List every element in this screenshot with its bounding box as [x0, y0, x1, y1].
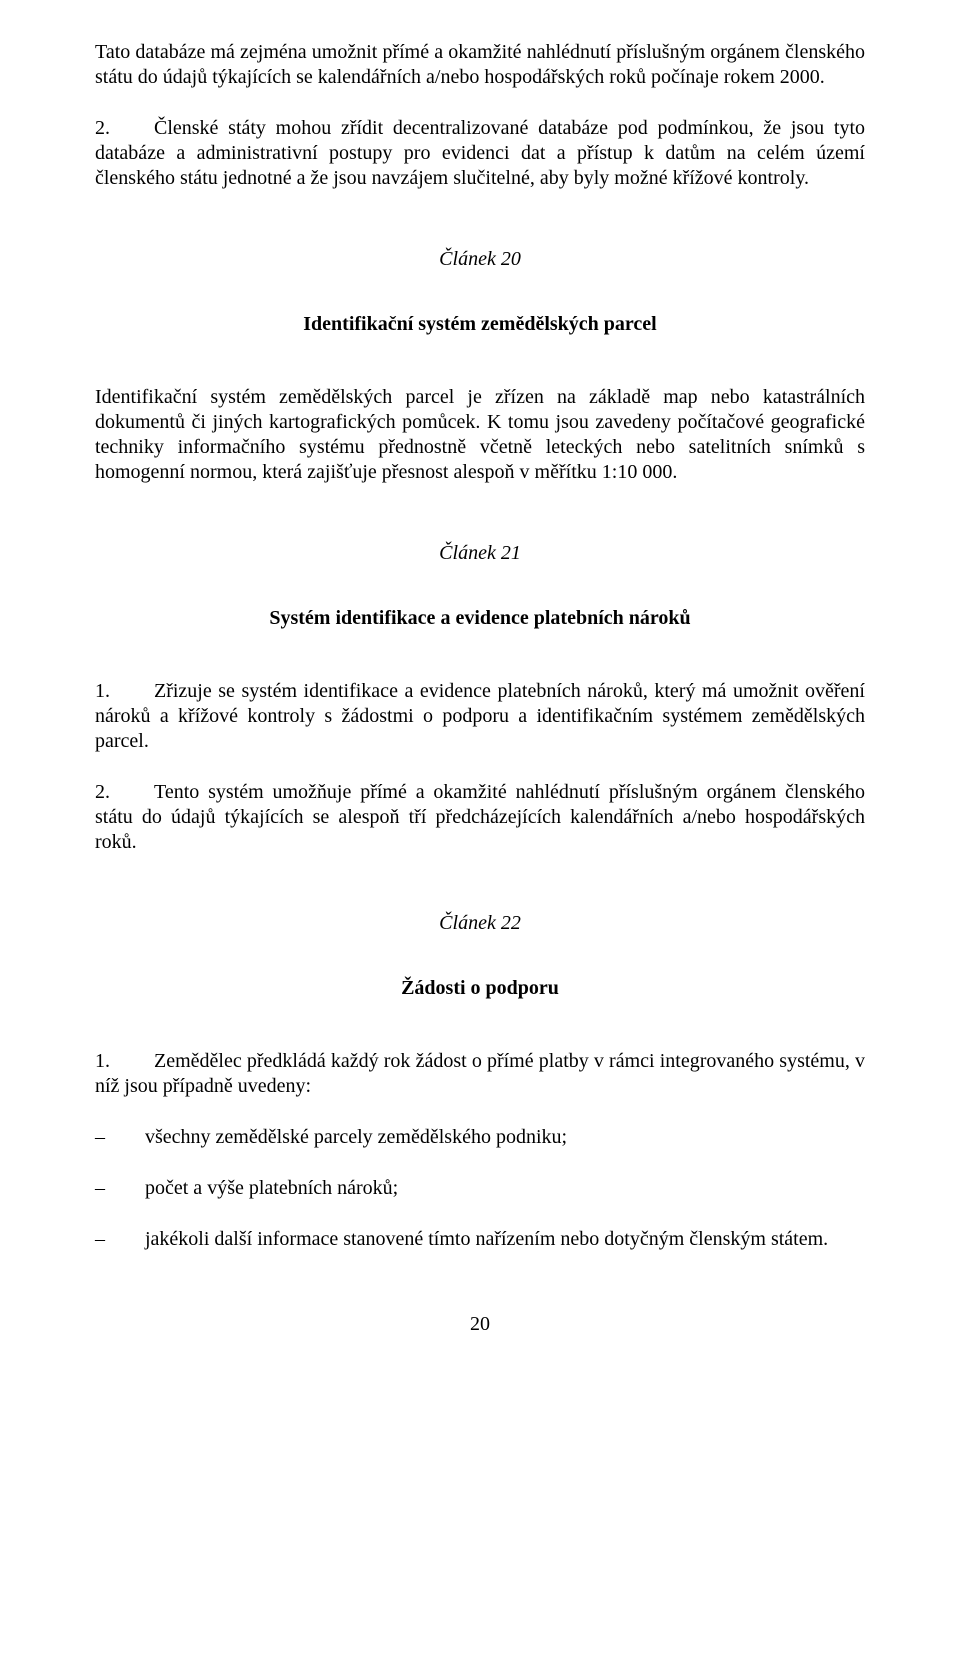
- list-item: – jakékoli další informace stanovené tím…: [95, 1227, 865, 1252]
- article-20-body: Identifikační systém zemědělských parcel…: [95, 385, 865, 485]
- article-22-title: Žádosti o podporu: [95, 976, 865, 1001]
- article-21-p2-number: 2.: [95, 781, 110, 803]
- article-21-p1-number: 1.: [95, 680, 110, 702]
- article-21-title: Systém identifikace a evidence platebníc…: [95, 606, 865, 631]
- page-number: 20: [95, 1312, 865, 1337]
- article-20-title: Identifikační systém zemědělských parcel: [95, 312, 865, 337]
- article-21-p1-text: Zřizuje se systém identifikace a evidenc…: [95, 680, 865, 752]
- article-20-label: Článek 20: [95, 247, 865, 272]
- intro-p2-number: 2.: [95, 117, 110, 139]
- article-21-p1: 1.Zřizuje se systém identifikace a evide…: [95, 679, 865, 754]
- intro-paragraph-2: 2.Členské státy mohou zřídit decentraliz…: [95, 116, 865, 191]
- article-21-p2: 2.Tento systém umožňuje přímé a okamžité…: [95, 780, 865, 855]
- list-item-text: jakékoli další informace stanovené tímto…: [145, 1227, 865, 1252]
- article-22-p1: 1.Zemědělec předkládá každý rok žádost o…: [95, 1049, 865, 1099]
- intro-paragraph-1: Tato databáze má zejména umožnit přímé a…: [95, 40, 865, 90]
- article-22-p1-text: Zemědělec předkládá každý rok žádost o p…: [95, 1050, 865, 1097]
- article-22-label: Článek 22: [95, 911, 865, 936]
- dash-icon: –: [95, 1227, 145, 1252]
- article-21-p2-text: Tento systém umožňuje přímé a okamžité n…: [95, 781, 865, 853]
- list-item-text: všechny zemědělské parcely zemědělského …: [145, 1125, 865, 1150]
- list-item: – všechny zemědělské parcely zemědělskéh…: [95, 1125, 865, 1150]
- list-item-text: počet a výše platebních nároků;: [145, 1176, 865, 1201]
- article-21-label: Článek 21: [95, 541, 865, 566]
- intro-p2-text: Členské státy mohou zřídit decentralizov…: [95, 117, 865, 189]
- article-22-p1-number: 1.: [95, 1050, 110, 1072]
- list-item: – počet a výše platebních nároků;: [95, 1176, 865, 1201]
- dash-icon: –: [95, 1125, 145, 1150]
- dash-icon: –: [95, 1176, 145, 1201]
